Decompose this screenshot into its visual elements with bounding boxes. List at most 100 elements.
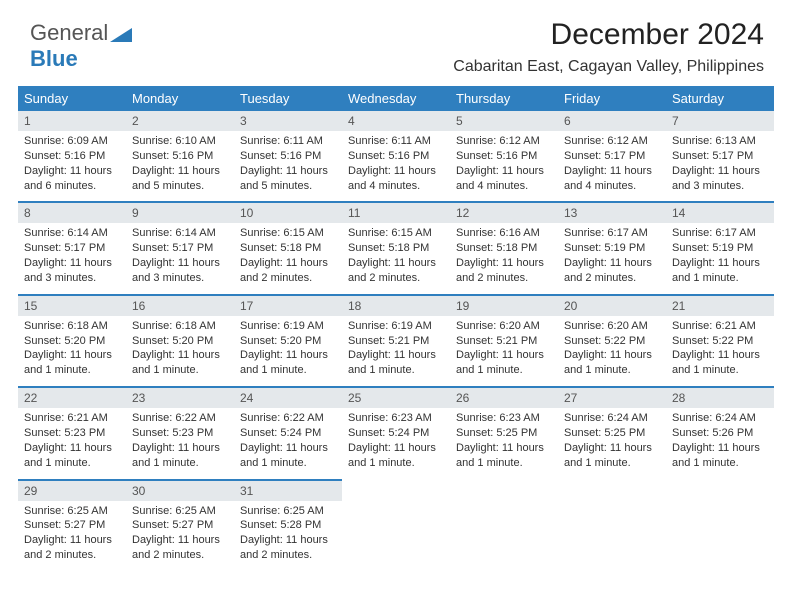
day-cell: 9Sunrise: 6:14 AMSunset: 5:17 PMDaylight…	[126, 201, 234, 293]
sunrise-line: Sunrise: 6:17 AM	[672, 226, 768, 241]
daylight-line: Daylight: 11 hours and 1 minute.	[348, 441, 444, 471]
day-details: Sunrise: 6:10 AMSunset: 5:16 PMDaylight:…	[126, 131, 234, 201]
day-cell: 24Sunrise: 6:22 AMSunset: 5:24 PMDayligh…	[234, 386, 342, 478]
day-number: 30	[126, 479, 234, 501]
day-details: Sunrise: 6:24 AMSunset: 5:26 PMDaylight:…	[666, 408, 774, 478]
daylight-line: Daylight: 11 hours and 1 minute.	[672, 441, 768, 471]
day-number: 29	[18, 479, 126, 501]
day-details: Sunrise: 6:18 AMSunset: 5:20 PMDaylight:…	[18, 316, 126, 386]
day-cell: 30Sunrise: 6:25 AMSunset: 5:27 PMDayligh…	[126, 479, 234, 571]
day-number: 25	[342, 386, 450, 408]
day-details: Sunrise: 6:14 AMSunset: 5:17 PMDaylight:…	[126, 223, 234, 293]
daylight-line: Daylight: 11 hours and 3 minutes.	[132, 256, 228, 286]
day-number: 28	[666, 386, 774, 408]
day-cell: 1Sunrise: 6:09 AMSunset: 5:16 PMDaylight…	[18, 111, 126, 201]
day-number: 1	[18, 111, 126, 131]
sunset-line: Sunset: 5:23 PM	[24, 426, 120, 441]
daylight-line: Daylight: 11 hours and 2 minutes.	[132, 533, 228, 563]
sunrise-line: Sunrise: 6:25 AM	[240, 504, 336, 519]
page-title: December 2024	[551, 18, 764, 52]
day-number: 26	[450, 386, 558, 408]
daylight-line: Daylight: 11 hours and 3 minutes.	[672, 164, 768, 194]
day-cell: 3Sunrise: 6:11 AMSunset: 5:16 PMDaylight…	[234, 111, 342, 201]
day-details: Sunrise: 6:21 AMSunset: 5:22 PMDaylight:…	[666, 316, 774, 386]
sunrise-line: Sunrise: 6:14 AM	[24, 226, 120, 241]
sunset-line: Sunset: 5:16 PM	[240, 149, 336, 164]
sunset-line: Sunset: 5:25 PM	[564, 426, 660, 441]
day-details: Sunrise: 6:11 AMSunset: 5:16 PMDaylight:…	[342, 131, 450, 201]
day-number: 13	[558, 201, 666, 223]
calendar-row: 8Sunrise: 6:14 AMSunset: 5:17 PMDaylight…	[18, 201, 774, 293]
daylight-line: Daylight: 11 hours and 4 minutes.	[456, 164, 552, 194]
sunrise-line: Sunrise: 6:15 AM	[348, 226, 444, 241]
day-cell: 25 Sunrise: 6:23 AMSunset: 5:24 PMDayligh…	[342, 386, 450, 478]
sunrise-line: Sunrise: 6:18 AM	[24, 319, 120, 334]
daylight-line: Daylight: 11 hours and 1 minute.	[348, 348, 444, 378]
sunrise-line: Sunrise: 6:20 AM	[564, 319, 660, 334]
daylight-line: Daylight: 11 hours and 4 minutes.	[348, 164, 444, 194]
day-details: Sunrise: 6:22 AMSunset: 5:23 PMDaylight:…	[126, 408, 234, 478]
day-details: Sunrise: 6:09 AMSunset: 5:16 PMDaylight:…	[18, 131, 126, 201]
day-number: 21	[666, 294, 774, 316]
daylight-line: Daylight: 11 hours and 1 minute.	[564, 348, 660, 378]
sunset-line: Sunset: 5:19 PM	[672, 241, 768, 256]
day-number: 15	[18, 294, 126, 316]
day-details: Sunrise: 6:11 AMSunset: 5:16 PMDaylight:…	[234, 131, 342, 201]
day-number: 24	[234, 386, 342, 408]
day-number: 9	[126, 201, 234, 223]
calendar-row: 22Sunrise: 6:21 AMSunset: 5:23 PMDayligh…	[18, 386, 774, 478]
daylight-line: Daylight: 11 hours and 2 minutes.	[240, 256, 336, 286]
sunset-line: Sunset: 5:18 PM	[348, 241, 444, 256]
sunrise-line: Sunrise: 6:13 AM	[672, 134, 768, 149]
day-details: Sunrise: 6:24 AMSunset: 5:25 PMDaylight:…	[558, 408, 666, 478]
daylight-line: Daylight: 11 hours and 5 minutes.	[132, 164, 228, 194]
day-details: Sunrise: 6:17 AMSunset: 5:19 PMDaylight:…	[558, 223, 666, 293]
day-number: 19	[450, 294, 558, 316]
day-cell: 22Sunrise: 6:21 AMSunset: 5:23 PMDayligh…	[18, 386, 126, 478]
day-number: 16	[126, 294, 234, 316]
day-cell	[558, 479, 666, 571]
sunrise-line: Sunrise: 6:23 AM	[456, 411, 552, 426]
sunrise-line: Sunrise: 6:17 AM	[564, 226, 660, 241]
sunset-line: Sunset: 5:21 PM	[348, 334, 444, 349]
calendar-row: 1Sunrise: 6:09 AMSunset: 5:16 PMDaylight…	[18, 111, 774, 201]
sunrise-line: Sunrise: 6:20 AM	[456, 319, 552, 334]
day-details: Sunrise: 6:19 AMSunset: 5:20 PMDaylight:…	[234, 316, 342, 386]
sunrise-line: Sunrise: 6:24 AM	[672, 411, 768, 426]
sunrise-line: Sunrise: 6:23 AM	[348, 411, 444, 426]
sunset-line: Sunset: 5:16 PM	[348, 149, 444, 164]
day-cell	[342, 479, 450, 571]
weekday-header: Thursday	[450, 86, 558, 111]
day-cell	[666, 479, 774, 571]
sunrise-line: Sunrise: 6:22 AM	[240, 411, 336, 426]
day-details: Sunrise: 6:15 AMSunset: 5:18 PMDaylight:…	[234, 223, 342, 293]
day-number: 3	[234, 111, 342, 131]
day-details: Sunrise: 6:23 AMSunset: 5:25 PMDaylight:…	[450, 408, 558, 478]
weekday-header: Wednesday	[342, 86, 450, 111]
day-number: 4	[342, 111, 450, 131]
day-details: Sunrise: 6:15 AMSunset: 5:18 PMDaylight:…	[342, 223, 450, 293]
sunrise-line: Sunrise: 6:19 AM	[240, 319, 336, 334]
day-cell: 12Sunrise: 6:16 AMSunset: 5:18 PMDayligh…	[450, 201, 558, 293]
sunset-line: Sunset: 5:26 PM	[672, 426, 768, 441]
day-number: 31	[234, 479, 342, 501]
sunset-line: Sunset: 5:18 PM	[240, 241, 336, 256]
sunrise-line: Sunrise: 6:18 AM	[132, 319, 228, 334]
day-cell	[450, 479, 558, 571]
day-cell: 28Sunrise: 6:24 AMSunset: 5:26 PMDayligh…	[666, 386, 774, 478]
day-number: 27	[558, 386, 666, 408]
sunrise-line: Sunrise: 6:12 AM	[564, 134, 660, 149]
sunset-line: Sunset: 5:22 PM	[564, 334, 660, 349]
day-cell: 5Sunrise: 6:12 AMSunset: 5:16 PMDaylight…	[450, 111, 558, 201]
daylight-line: Daylight: 11 hours and 2 minutes.	[348, 256, 444, 286]
day-cell: 23Sunrise: 6:22 AMSunset: 5:23 PMDayligh…	[126, 386, 234, 478]
sunrise-line: Sunrise: 6:22 AM	[132, 411, 228, 426]
day-cell: 7Sunrise: 6:13 AMSunset: 5:17 PMDaylight…	[666, 111, 774, 201]
sunset-line: Sunset: 5:17 PM	[564, 149, 660, 164]
daylight-line: Daylight: 11 hours and 1 minute.	[240, 348, 336, 378]
day-number: 2	[126, 111, 234, 131]
day-number: 5	[450, 111, 558, 131]
sunrise-line: Sunrise: 6:09 AM	[24, 134, 120, 149]
sunset-line: Sunset: 5:24 PM	[348, 426, 444, 441]
daylight-line: Daylight: 11 hours and 1 minute.	[564, 441, 660, 471]
